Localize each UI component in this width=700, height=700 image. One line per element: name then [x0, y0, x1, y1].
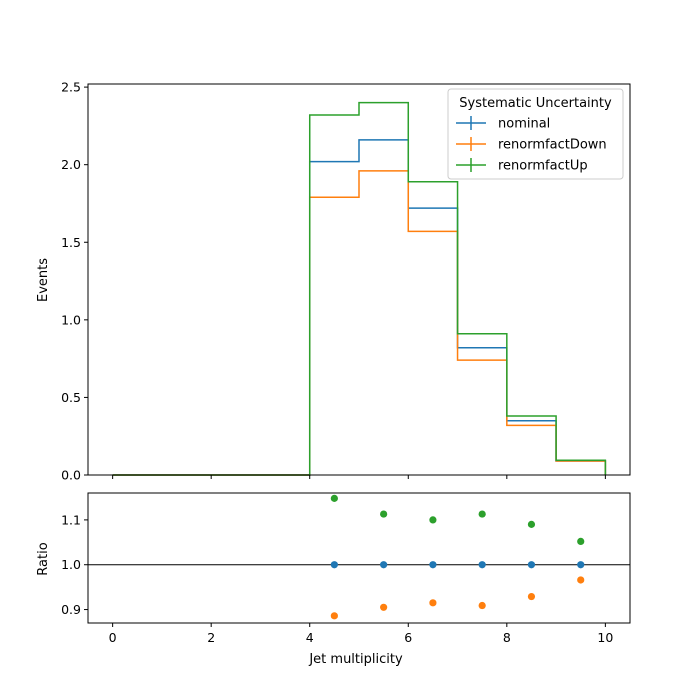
ratio-point-nominal — [330, 561, 338, 569]
ratio-point-renormfactUp — [330, 494, 338, 502]
ratio-point-renormfactUp — [527, 520, 536, 528]
ratio-point-renormfactDown — [330, 612, 338, 620]
ratio-point-renormfactDown — [380, 603, 388, 611]
ratio-points-group — [330, 494, 585, 620]
legend-label-renormfactDown: renormfactDown — [498, 138, 607, 153]
ratio-point-renormfactUp — [429, 516, 437, 524]
legend-entry-renormfactUp: renormfactUp — [456, 158, 588, 174]
top-y-tick-label: 1.5 — [61, 235, 81, 250]
bottom-x-tick-label: 4 — [306, 630, 314, 645]
ratio-point-renormfactDown — [577, 576, 585, 584]
bottom-x-tick-label: 2 — [207, 630, 215, 645]
legend-label-nominal: nominal — [498, 117, 550, 132]
top-y-tick-label: 2.5 — [61, 80, 81, 95]
bottom-y-tick-label: 1.1 — [61, 512, 81, 527]
ratio-point-renormfactUp — [478, 510, 486, 518]
legend-box — [447, 88, 624, 180]
ratio-point-nominal — [380, 561, 388, 569]
legend-title: Systematic Uncertainty — [459, 96, 612, 111]
x-axis-label: Jet multiplicity — [308, 652, 403, 667]
series-line-renormfactDown — [112, 170, 607, 476]
legend-entry-nominal: nominal — [456, 116, 550, 132]
bottom-x-ticks: 0 2 4 6 8 10 — [109, 623, 613, 645]
bottom-y-tick-label: 1.0 — [61, 557, 81, 572]
bottom-x-tick-label: 0 — [109, 630, 117, 645]
legend-entry-renormfactDown: renormfactDown — [456, 137, 607, 153]
top-y-tick-label: 0.0 — [61, 468, 81, 483]
ratio-point-renormfactDown — [478, 601, 486, 610]
legend-entries: nominal renormfactDown renormfactUp — [456, 116, 607, 174]
ratio-point-nominal — [577, 561, 585, 569]
top-y-tick-label: 1.0 — [61, 312, 81, 327]
top-y-tick-label: 0.5 — [61, 390, 81, 405]
bottom-x-tick-label: 6 — [404, 630, 412, 645]
ratio-point-renormfactUp — [577, 537, 585, 546]
top-plot-frame — [87, 83, 631, 476]
bottom-x-tick-label: 10 — [597, 630, 613, 645]
legend: Systematic Uncertainty nominal renormfact… — [447, 88, 624, 180]
top-y-axis-label: Events — [36, 258, 51, 302]
top-x-ticks — [112, 475, 606, 479]
bottom-x-tick-label: 8 — [503, 630, 511, 645]
ratio-point-renormfactDown — [429, 599, 437, 607]
ratio-point-renormfactUp — [380, 510, 388, 518]
bottom-plot-frame — [87, 492, 631, 624]
ratio-point-nominal — [429, 561, 437, 569]
ratio-point-nominal — [527, 561, 536, 569]
bottom-y-ticks: 0.9 1.0 1.1 — [61, 512, 88, 617]
bottom-y-axis-label: Ratio — [36, 542, 51, 575]
bottom-y-tick-label: 0.9 — [61, 602, 81, 617]
bottom-panel: 0.9 1.0 1.1 0 2 4 6 8 10 Ratio Jet multiplicity — [36, 492, 631, 667]
legend-label-renormfactUp: renormfactUp — [498, 159, 588, 174]
ratio-point-nominal — [478, 561, 486, 569]
top-y-ticks: 0.0 0.5 1.0 1.5 2.0 2.5 — [61, 80, 88, 483]
ratio-point-renormfactDown — [527, 592, 536, 601]
top-y-tick-label: 2.0 — [61, 157, 81, 172]
top-panel: 0.0 0.5 1.0 1.5 2.0 2.5 Events Systematic Unc… — [36, 80, 631, 483]
